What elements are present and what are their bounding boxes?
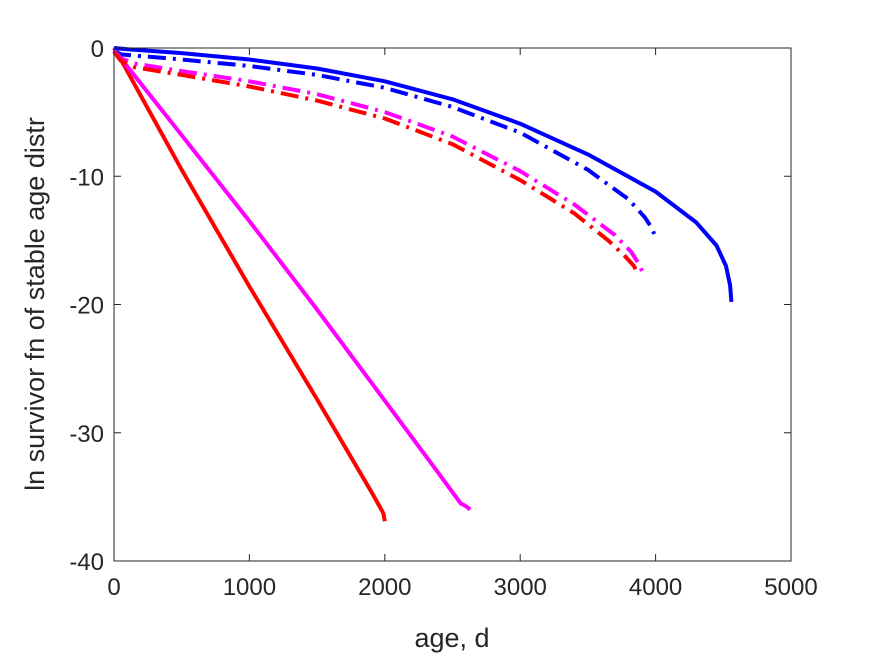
- series-line-5: [112, 49, 644, 272]
- y-tick-label: 0: [91, 36, 104, 63]
- x-tick-label: 1000: [223, 574, 276, 601]
- plot-area: [114, 48, 791, 561]
- series-line-4: [113, 48, 657, 235]
- plot-background: [114, 48, 791, 561]
- x-tick-label: 4000: [629, 574, 682, 601]
- series-layer: [112, 46, 734, 522]
- x-tick-label: 3000: [494, 574, 547, 601]
- y-axis-label: ln survivor fn of stable age distr: [20, 117, 50, 491]
- axes-layer: 0 1000 2000 3000 4000 5000 0 -10 -20 -30 -40: [69, 36, 817, 601]
- x-tick-label: 0: [107, 574, 120, 601]
- y-tick-label: -40: [69, 549, 104, 576]
- series-line-3: [113, 46, 734, 303]
- series-line-2: [112, 46, 472, 512]
- series-line-1: [112, 46, 387, 522]
- y-tick-label: -10: [69, 164, 104, 191]
- x-tick-label: 5000: [764, 574, 817, 601]
- x-tick-label: 2000: [358, 574, 411, 601]
- y-tick-label: -30: [69, 421, 104, 448]
- y-tick-label: -20: [69, 293, 104, 320]
- x-axis-label: age, d: [414, 623, 489, 653]
- series-line-6: [112, 50, 639, 273]
